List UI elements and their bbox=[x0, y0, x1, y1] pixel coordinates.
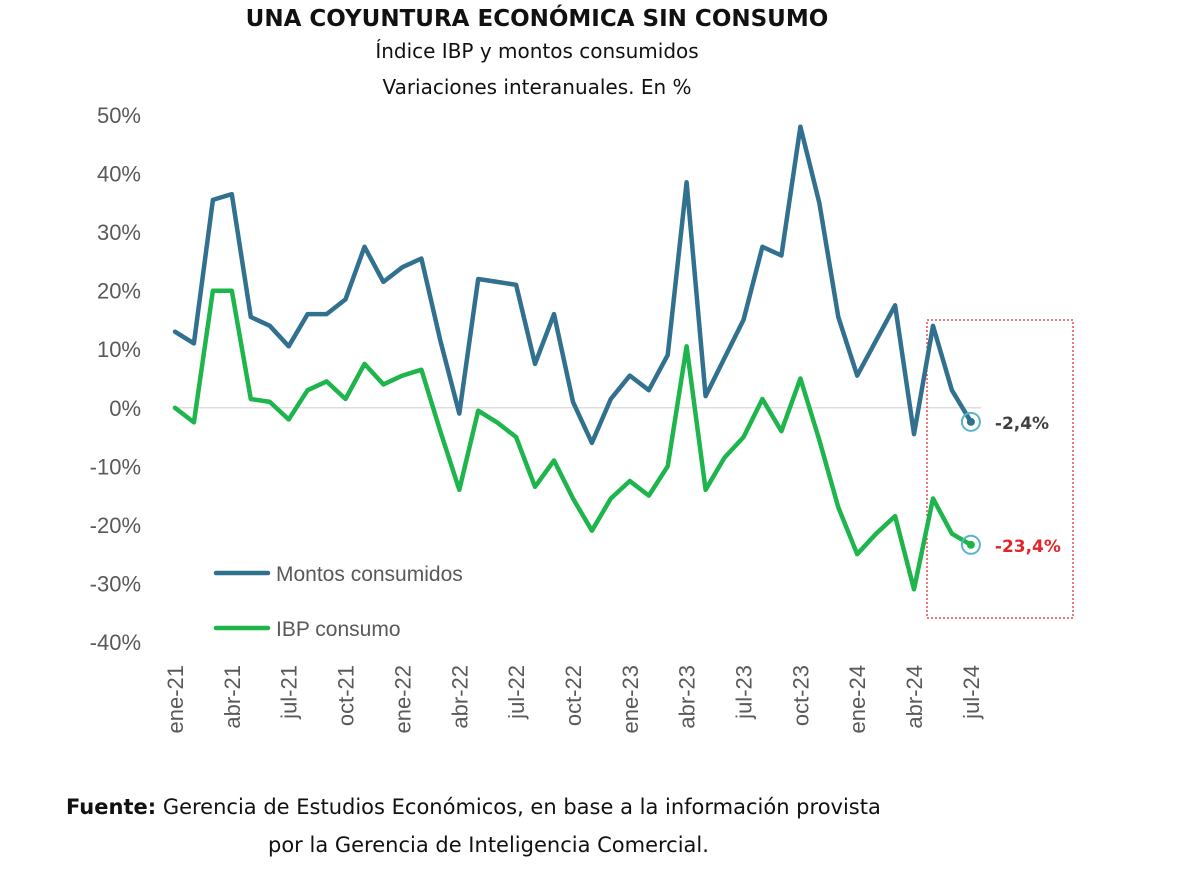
chart-title: UNA COYUNTURA ECONÓMICA SIN CONSUMO bbox=[246, 4, 829, 32]
x-tick-label: ene-24 bbox=[845, 665, 870, 734]
x-tick-label: abr-21 bbox=[220, 665, 245, 729]
x-tick-label: abr-24 bbox=[902, 665, 927, 729]
x-tick-label: ene-22 bbox=[390, 665, 415, 734]
x-tick-label: jul-21 bbox=[277, 665, 302, 720]
legend-label: IBP consumo bbox=[276, 618, 401, 641]
x-axis: ene-21 abr-21 jul-21 oct-21 ene-22 abr-22 jul-… bbox=[163, 665, 984, 734]
line-chart: UNA COYUNTURA ECONÓMICA SIN CONSUMO Índi… bbox=[90, 4, 1074, 734]
series-line-montos bbox=[172, 124, 974, 446]
y-tick-label: 40% bbox=[97, 162, 141, 187]
source-line2: por la Gerencia de Inteligencia Comercia… bbox=[0, 833, 1200, 857]
x-tick-label: ene-23 bbox=[618, 665, 643, 734]
x-tick-label: abr-22 bbox=[447, 665, 472, 729]
x-tick-label: oct-21 bbox=[334, 665, 359, 726]
series-line-ibp bbox=[172, 288, 974, 592]
source-text-line1: Gerencia de Estudios Económicos, en base… bbox=[162, 795, 881, 819]
y-tick-label: 50% bbox=[97, 103, 141, 128]
chart-subtitle-line1: Índice IBP y montos consumidos bbox=[375, 39, 698, 63]
source-label: Fuente: bbox=[66, 795, 157, 819]
y-tick-label: 10% bbox=[97, 337, 141, 362]
end-value-label: -23,4% bbox=[995, 537, 1061, 557]
end-point-dot bbox=[966, 540, 975, 549]
x-tick-label: jul-22 bbox=[504, 665, 529, 720]
y-tick-label: 0% bbox=[109, 396, 141, 421]
x-tick-label: oct-23 bbox=[788, 665, 813, 726]
y-tick-label: -10% bbox=[90, 454, 141, 479]
legend-label: Montos consumidos bbox=[276, 563, 463, 586]
end-value-label: -2,4% bbox=[995, 414, 1049, 434]
y-tick-label: 30% bbox=[97, 220, 141, 245]
end-point-marker bbox=[960, 411, 981, 432]
y-tick-label: -40% bbox=[90, 630, 141, 655]
x-tick-label: jul-24 bbox=[959, 665, 984, 720]
y-axis: 50% 40% 30% 20% 10% 0% -10% -20% -30% -40% bbox=[90, 103, 141, 655]
legend: Montos consumidos IBP consumo bbox=[213, 563, 463, 641]
x-tick-label: jul-23 bbox=[732, 665, 757, 720]
y-tick-label: -30% bbox=[90, 571, 141, 596]
source-text-line2: por la Gerencia de Inteligencia Comercia… bbox=[268, 833, 709, 857]
end-point-dot bbox=[966, 417, 975, 426]
y-tick-label: -20% bbox=[90, 513, 141, 538]
x-tick-label: oct-22 bbox=[561, 665, 586, 726]
chart-subtitle-line2: Variaciones interanuales. En % bbox=[382, 75, 691, 99]
x-tick-label: ene-21 bbox=[163, 665, 188, 734]
plot-area: -2,4% -23,4% bbox=[172, 124, 1074, 619]
highlight-box bbox=[926, 319, 1074, 619]
x-tick-label: abr-23 bbox=[675, 665, 700, 729]
source-line1: Fuente: Gerencia de Estudios Económicos,… bbox=[0, 795, 1200, 819]
y-tick-label: 20% bbox=[97, 279, 141, 304]
end-point-marker bbox=[960, 534, 981, 555]
